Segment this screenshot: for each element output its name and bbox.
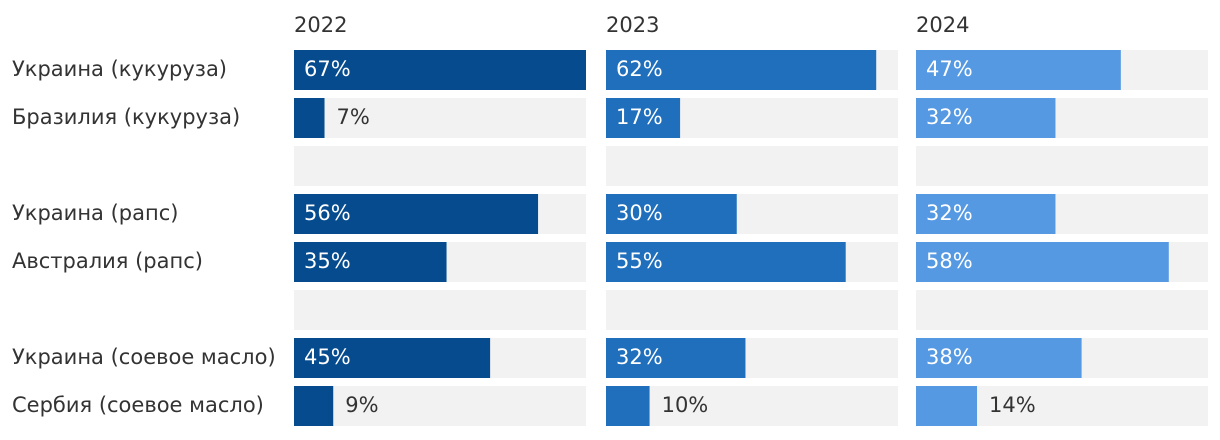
bar-track bbox=[294, 290, 586, 330]
value-label: 14% bbox=[989, 393, 1036, 417]
bar-track bbox=[294, 386, 586, 426]
bar-track bbox=[916, 290, 1208, 330]
category-label: Австралия (рапс) bbox=[12, 249, 203, 273]
bar bbox=[294, 98, 325, 138]
bar bbox=[294, 194, 539, 234]
value-label: 10% bbox=[662, 393, 709, 417]
value-label: 32% bbox=[926, 105, 973, 129]
value-label: 45% bbox=[304, 345, 351, 369]
bar bbox=[294, 386, 334, 426]
bar-track bbox=[606, 290, 898, 330]
value-label: 47% bbox=[926, 57, 973, 81]
bar bbox=[606, 386, 650, 426]
bar bbox=[606, 98, 681, 138]
value-label: 7% bbox=[337, 105, 370, 129]
value-label: 62% bbox=[616, 57, 663, 81]
panel-title: 2024 bbox=[916, 13, 969, 37]
bar bbox=[916, 242, 1169, 282]
bar bbox=[916, 50, 1121, 90]
value-label: 55% bbox=[616, 249, 663, 273]
value-label: 56% bbox=[304, 201, 351, 225]
bar bbox=[606, 50, 877, 90]
bar bbox=[294, 338, 491, 378]
panel-title: 2022 bbox=[294, 13, 347, 37]
bar bbox=[294, 242, 447, 282]
value-label: 17% bbox=[616, 105, 663, 129]
value-label: 35% bbox=[304, 249, 351, 273]
category-label: Украина (кукуруза) bbox=[12, 57, 227, 81]
bar-track bbox=[916, 146, 1208, 186]
value-label: 9% bbox=[345, 393, 378, 417]
category-label: Бразилия (кукуруза) bbox=[12, 105, 240, 129]
value-label: 30% bbox=[616, 201, 663, 225]
bar bbox=[294, 50, 586, 90]
bar-track bbox=[294, 98, 586, 138]
bar bbox=[606, 338, 746, 378]
value-label: 32% bbox=[616, 345, 663, 369]
value-label: 58% bbox=[926, 249, 973, 273]
bar bbox=[916, 194, 1056, 234]
bar bbox=[606, 242, 846, 282]
category-label: Украина (соевое масло) bbox=[12, 345, 276, 369]
value-label: 38% bbox=[926, 345, 973, 369]
category-label: Украина (рапс) bbox=[12, 201, 178, 225]
value-label: 32% bbox=[926, 201, 973, 225]
bar bbox=[916, 386, 978, 426]
bar bbox=[606, 194, 737, 234]
bar bbox=[916, 338, 1082, 378]
bar-track bbox=[294, 146, 586, 186]
bar-track bbox=[606, 146, 898, 186]
bar bbox=[916, 98, 1056, 138]
bar-track bbox=[606, 386, 898, 426]
category-label: Сербия (соевое масло) bbox=[12, 393, 264, 417]
panel-title: 2023 bbox=[606, 13, 659, 37]
value-label: 67% bbox=[304, 57, 351, 81]
